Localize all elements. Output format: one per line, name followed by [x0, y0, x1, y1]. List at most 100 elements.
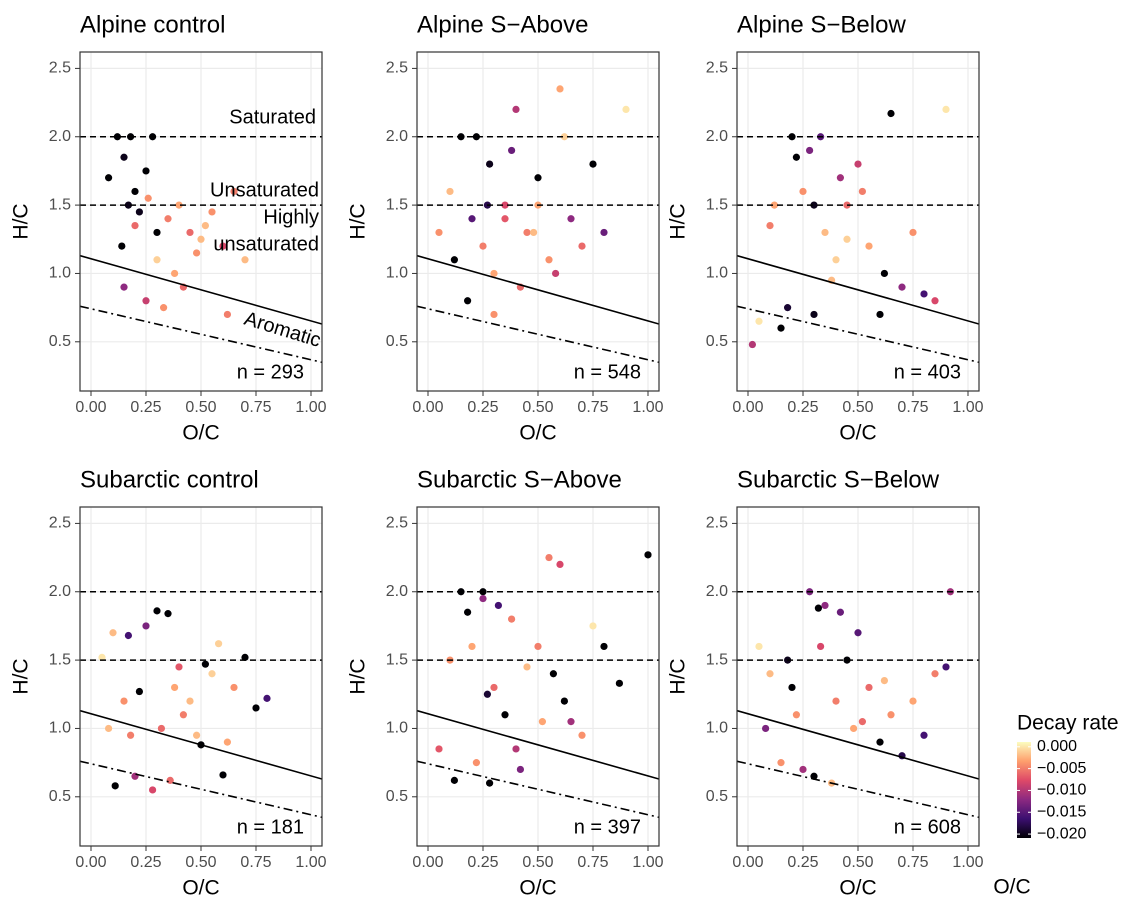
point [113, 133, 121, 141]
point [777, 759, 785, 767]
point [252, 704, 260, 712]
point [552, 269, 560, 278]
point [909, 228, 917, 237]
point [179, 711, 187, 719]
point [219, 242, 227, 250]
panel-title: Alpine control [80, 11, 225, 38]
y-tick-label: 2.0 [49, 128, 71, 145]
point [788, 683, 796, 692]
x-tick-label: 1.00 [295, 399, 326, 416]
point [556, 560, 564, 569]
y-tick-label: 2.5 [706, 515, 728, 532]
y-tick-label: 2.5 [386, 515, 408, 532]
x-tick-label: 0.25 [130, 399, 161, 416]
x-tick-label: 0.50 [522, 854, 553, 871]
point [124, 201, 132, 209]
x-tick-label: 1.00 [632, 399, 663, 416]
point [479, 594, 487, 603]
point [486, 779, 494, 787]
x-axis-label: O/C [839, 422, 876, 445]
point [435, 228, 443, 237]
y-tick-label: 1.0 [706, 720, 728, 737]
point [898, 283, 906, 291]
x-tick-label: 0.25 [787, 854, 818, 871]
reference-line [737, 305, 979, 364]
y-tick-label: 0.5 [706, 788, 728, 805]
stray-axis-label: O/C [993, 876, 1030, 899]
point [109, 629, 117, 637]
point [435, 745, 443, 753]
colorbar [1017, 742, 1031, 838]
x-tick-label: 0.25 [787, 399, 818, 416]
point [479, 242, 487, 250]
y-tick-label: 2.5 [706, 60, 728, 77]
point [854, 160, 862, 168]
point [931, 297, 939, 305]
count-annotation: n = 293 [237, 361, 304, 383]
point [748, 340, 757, 349]
point [490, 269, 498, 278]
point [560, 697, 569, 705]
point [880, 269, 889, 278]
point [501, 201, 509, 209]
x-tick-label: 0.50 [185, 399, 216, 416]
point [450, 776, 458, 784]
point [512, 745, 520, 753]
point [578, 731, 586, 739]
colorbar-tick-label: −0.010 [1037, 782, 1086, 799]
y-tick-label: 1.5 [386, 196, 408, 213]
point [784, 304, 792, 312]
point [508, 146, 516, 155]
y-tick-label: 1.5 [49, 196, 71, 213]
point [766, 222, 774, 230]
point [472, 133, 480, 141]
x-tick-label: 0.75 [240, 854, 271, 871]
reference-line [80, 709, 322, 780]
point [821, 601, 829, 610]
y-tick-label: 1.0 [386, 720, 408, 737]
point [810, 201, 818, 209]
point [836, 174, 845, 182]
point [534, 642, 542, 651]
panel-border [416, 506, 660, 847]
point [171, 269, 179, 278]
x-tick-label: 0.00 [732, 399, 763, 416]
y-axis-label: H/C [347, 658, 370, 694]
count-annotation: n = 608 [894, 816, 961, 838]
point [153, 256, 161, 264]
point [208, 670, 216, 678]
point [644, 551, 652, 559]
point [880, 677, 889, 685]
plot-area [737, 588, 979, 819]
y-tick-label: 2.0 [386, 128, 408, 145]
point [124, 631, 132, 640]
panel-title: Subarctic S−Above [417, 466, 622, 493]
panel-title: Subarctic S−Below [737, 466, 940, 493]
colorbar-tick-label: 0.000 [1037, 738, 1077, 755]
point [530, 228, 538, 237]
point [942, 663, 950, 671]
x-tick-label: 0.00 [732, 854, 763, 871]
x-tick-label: 0.75 [897, 399, 928, 416]
point [468, 215, 476, 223]
point [600, 228, 608, 237]
plot-area [417, 85, 659, 364]
x-tick-label: 0.00 [75, 854, 106, 871]
x-tick-label: 0.50 [842, 399, 873, 416]
y-axis-label: H/C [10, 658, 33, 694]
region-label: Highly [263, 206, 319, 228]
point [858, 718, 867, 726]
y-tick-label: 1.5 [49, 651, 71, 668]
point [241, 653, 249, 661]
point [153, 607, 161, 615]
count-annotation: n = 403 [894, 361, 961, 383]
point [589, 622, 597, 630]
point [876, 738, 884, 746]
reference-line [417, 254, 659, 325]
count-annotation: n = 397 [574, 816, 641, 838]
point [762, 724, 770, 733]
y-tick-label: 2.0 [49, 583, 71, 600]
point [105, 724, 113, 733]
panel-title: Alpine S−Above [417, 11, 588, 38]
point [215, 640, 223, 648]
